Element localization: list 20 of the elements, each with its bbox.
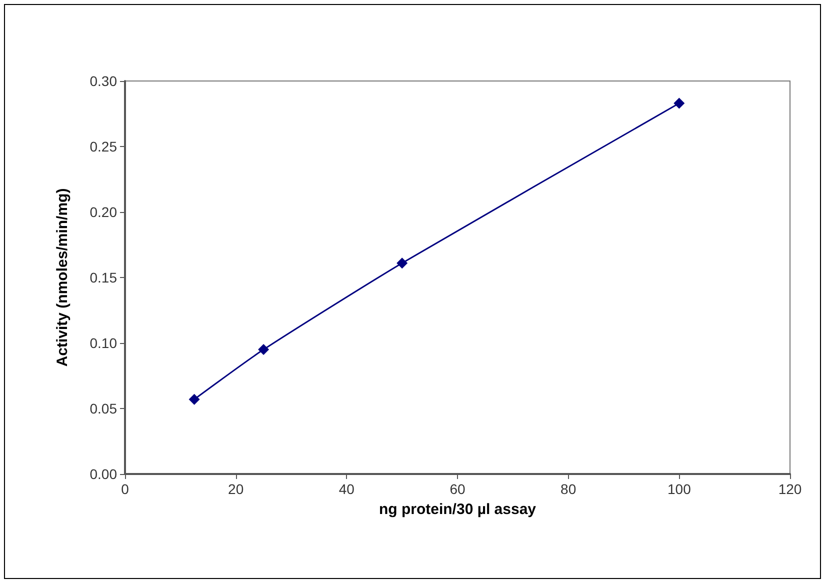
x-tick-label: 100 bbox=[667, 481, 692, 497]
x-tick-label: 120 bbox=[778, 481, 802, 497]
x-tick-label: 40 bbox=[338, 481, 355, 497]
point bbox=[674, 98, 685, 109]
y-tick-label: 0.00 bbox=[90, 466, 118, 482]
y-tick-label: 0.30 bbox=[90, 73, 118, 89]
y-tick-label: 0.25 bbox=[90, 138, 118, 154]
x-tick-label: 20 bbox=[228, 481, 244, 497]
x-tick-label: 80 bbox=[560, 481, 576, 497]
y-axis-title: Activity (nmoles/min/mg) bbox=[54, 188, 71, 367]
point bbox=[258, 344, 270, 356]
x-tick-label: 60 bbox=[450, 481, 466, 497]
y-tick-label: 0.20 bbox=[90, 204, 118, 220]
y-tick-label: 0.15 bbox=[90, 270, 118, 286]
y-tick-label: 0.05 bbox=[90, 400, 118, 416]
y-tick-label: 0.10 bbox=[90, 335, 118, 351]
x-axis-title: ng protein/30 µl assay bbox=[378, 501, 537, 518]
point bbox=[188, 394, 200, 405]
x-tick-label: 0 bbox=[121, 481, 130, 497]
point bbox=[396, 258, 408, 269]
